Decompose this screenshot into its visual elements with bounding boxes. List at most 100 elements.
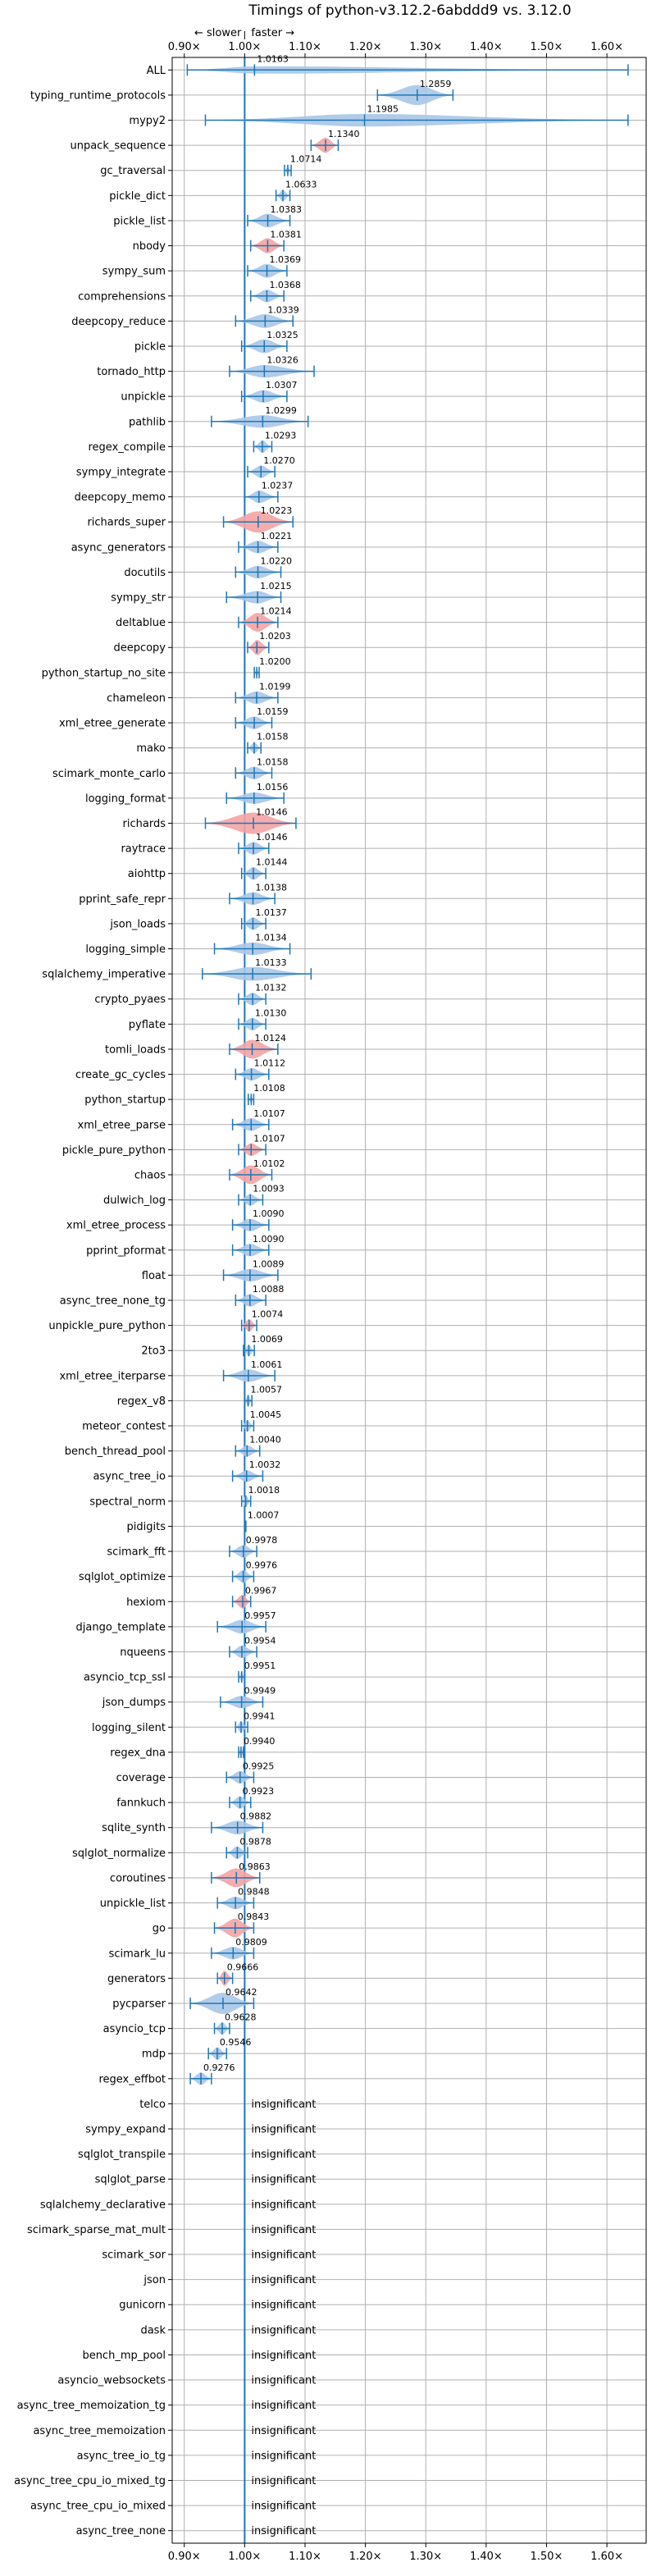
value-label: 1.0381 — [270, 230, 302, 240]
value-label: 1.0089 — [253, 1258, 285, 1269]
benchmark-name: mako — [136, 742, 166, 755]
benchmark-name: async_tree_io — [93, 1471, 166, 1483]
benchmark-name: fannkuch — [116, 1797, 166, 1810]
benchmark-name: hexiom — [126, 1596, 166, 1609]
benchmark-name: async_tree_none — [76, 2525, 166, 2537]
value-label: 1.0088 — [253, 1284, 285, 1295]
value-label: 1.0093 — [253, 1184, 285, 1194]
benchmark-name: pprint_pformat — [86, 1245, 166, 1257]
benchmark-name: sqlglot_parse — [95, 2174, 166, 2186]
insignificant-label: insignificant — [251, 2400, 316, 2412]
benchmark-name: mypy2 — [129, 115, 166, 127]
benchmark-name: async_tree_memoization — [33, 2425, 166, 2437]
value-label: 1.0090 — [253, 1208, 285, 1219]
insignificant-label: insignificant — [251, 2375, 316, 2387]
value-label: 1.0339 — [267, 304, 299, 315]
benchmark-name: scimark_monte_carlo — [52, 768, 166, 780]
value-label: 1.1985 — [367, 104, 399, 115]
benchmark-name: gc_traversal — [100, 165, 166, 177]
benchmark-name: xml_etree_generate — [59, 718, 166, 730]
benchmark-name: bench_mp_pool — [82, 2350, 166, 2362]
benchmark-name: pycparser — [112, 1998, 166, 2010]
benchmark-name: docutils — [124, 567, 166, 579]
insignificant-label: insignificant — [251, 2525, 316, 2537]
insignificant-label: insignificant — [251, 2224, 316, 2236]
value-label: 1.0107 — [253, 1133, 285, 1144]
benchmark-name: regex_effbot — [98, 2073, 166, 2085]
value-label: 0.9978 — [246, 1535, 278, 1546]
tick-label-top: 1.40× — [470, 41, 503, 53]
benchmark-name: regex_dna — [110, 1747, 166, 1759]
value-label: 0.9976 — [246, 1560, 278, 1571]
benchmark-name: deepcopy_memo — [75, 491, 166, 504]
value-label: 1.0137 — [255, 907, 287, 918]
benchmark-name: richards — [123, 818, 166, 830]
value-label: 1.0057 — [251, 1384, 283, 1395]
benchmark-name: xml_etree_process — [66, 1220, 166, 1232]
benchmark-name: telco — [139, 2099, 166, 2111]
benchmark-name: asyncio_tcp_ssl — [84, 1672, 166, 1684]
tick-label-top: 1.60× — [590, 41, 623, 53]
value-label: 1.0134 — [255, 933, 287, 943]
value-label: 1.0040 — [249, 1435, 281, 1446]
benchmark-name: logging_simple — [85, 943, 166, 956]
value-label: 0.9940 — [244, 1736, 276, 1747]
value-label: 1.0293 — [265, 430, 297, 441]
value-label: 1.0200 — [259, 656, 291, 667]
benchmark-name: deepcopy_reduce — [71, 316, 166, 328]
benchmark-name: create_gc_cycles — [75, 1069, 166, 1081]
plot-frame — [171, 57, 647, 2544]
benchmark-name: logging_silent — [92, 1722, 166, 1734]
benchmark-name: async_tree_memoization_tg — [17, 2400, 166, 2412]
faster-label: faster → — [251, 27, 294, 39]
benchmark-name: async_tree_io_tg — [77, 2450, 166, 2462]
benchmark-name: go — [153, 1923, 166, 1935]
chart-title: Timings of python-v3.12.2-6abddd9 vs. 3.… — [248, 2, 571, 19]
benchmark-name: sqlite_synth — [102, 1822, 166, 1834]
value-label: 0.9954 — [244, 1635, 276, 1646]
value-label: 1.0132 — [255, 983, 287, 993]
insignificant-label: insignificant — [251, 2099, 316, 2111]
tick-label-bottom: 1.50× — [531, 2551, 563, 2563]
benchmark-name: async_tree_cpu_io_mixed — [30, 2501, 166, 2513]
benchmark-name: pidigits — [127, 1521, 166, 1533]
value-label: 1.0156 — [257, 782, 289, 792]
benchmark-name: sqlalchemy_imperative — [42, 969, 166, 981]
insignificant-label: insignificant — [251, 2174, 316, 2186]
benchmark-name: pickle_pure_python — [62, 1144, 166, 1157]
tick-label-bottom: 1.60× — [590, 2551, 623, 2563]
value-label: 1.0326 — [266, 355, 298, 366]
value-label: 0.9546 — [220, 2037, 252, 2048]
value-label: 0.9923 — [243, 1786, 275, 1797]
tick-label-bottom: 0.90× — [168, 2551, 201, 2563]
tick-label-bottom: 1.40× — [470, 2551, 503, 2563]
value-label: 1.0144 — [256, 857, 288, 868]
value-label: 1.0090 — [253, 1234, 285, 1245]
benchmark-name: json — [143, 2274, 166, 2286]
benchmark-name: async_tree_none_tg — [60, 1295, 166, 1308]
value-label: 1.0369 — [270, 254, 302, 265]
insignificant-label: insignificant — [251, 2300, 316, 2312]
value-label: 1.0018 — [248, 1485, 280, 1496]
benchmark-name: unpack_sequence — [70, 140, 166, 153]
benchmark-name: logging_format — [85, 792, 166, 805]
benchmark-name: gunicorn — [119, 2300, 166, 2312]
value-label: 1.0215 — [260, 581, 292, 591]
tick-label-top: 0.90× — [168, 41, 201, 53]
value-label: 0.9925 — [243, 1761, 275, 1772]
value-label: 1.0221 — [261, 531, 293, 541]
insignificant-label: insignificant — [251, 2124, 316, 2136]
benchmark-name: xml_etree_iterparse — [59, 1370, 166, 1382]
benchmark-name: json_loads — [109, 918, 166, 930]
benchmark-name: async_generators — [71, 541, 166, 554]
value-label: 0.9941 — [244, 1710, 276, 1721]
value-label: 0.9967 — [245, 1585, 277, 1596]
benchmark-name: scimark_fft — [107, 1546, 166, 1559]
tick-label-bottom: 1.20× — [349, 2551, 382, 2563]
tick-label-bottom: 1.00× — [228, 2551, 261, 2563]
benchmark-name: sympy_expand — [85, 2124, 166, 2136]
benchmark-name: python_startup — [84, 1094, 166, 1107]
benchmark-name: scimark_sor — [102, 2249, 166, 2262]
tick-label-top: 1.30× — [409, 41, 442, 53]
benchmark-name: sympy_str — [111, 592, 166, 605]
